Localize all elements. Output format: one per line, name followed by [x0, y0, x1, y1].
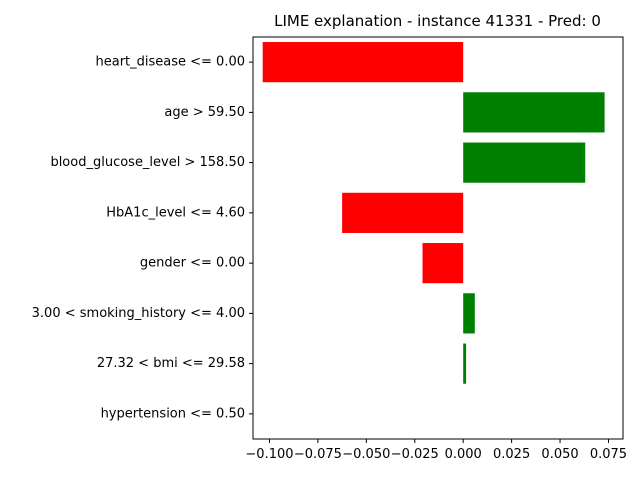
bar-6	[463, 343, 467, 384]
bar-4	[422, 243, 464, 284]
y-tick-label-3: HbA1c_level <= 4.60	[106, 205, 245, 220]
y-tick-label-7: hypertension <= 0.50	[101, 406, 245, 421]
x-tick-label-6: 0.050	[541, 447, 578, 462]
y-axis: heart_disease <= 0.00 age > 59.50 blood_gl…	[32, 55, 253, 421]
bars-layer	[262, 42, 605, 384]
plot-frame	[252, 36, 624, 440]
x-tick-label-1: −0.075	[294, 447, 342, 462]
y-tick-label-1: age > 59.50	[164, 105, 245, 120]
bar-5	[463, 293, 475, 334]
y-tick-label-2: blood_glucose_level > 158.50	[50, 155, 245, 170]
bar-1	[463, 92, 605, 133]
x-tick-label-3: −0.025	[391, 447, 439, 462]
bar-2	[463, 142, 586, 183]
chart-title: LIME explanation - instance 41331 - Pred…	[274, 12, 601, 30]
bar-3	[342, 192, 464, 233]
x-tick-label-7: 0.075	[590, 447, 627, 462]
x-tick-label-0: −0.100	[245, 447, 293, 462]
x-axis: −0.100 −0.075 −0.050 −0.025 0.000 0.025 0.050 0…	[245, 439, 627, 462]
y-tick-label-0: heart_disease <= 0.00	[95, 55, 245, 70]
x-tick-label-4: 0.000	[445, 447, 482, 462]
x-tick-label-2: −0.050	[342, 447, 390, 462]
x-tick-label-5: 0.025	[493, 447, 530, 462]
y-tick-label-4: gender <= 0.00	[140, 256, 245, 271]
y-tick-label-5: 3.00 < smoking_history <= 4.00	[32, 306, 245, 321]
bar-0	[262, 42, 464, 83]
y-tick-label-6: 27.32 < bmi <= 29.58	[97, 356, 245, 371]
